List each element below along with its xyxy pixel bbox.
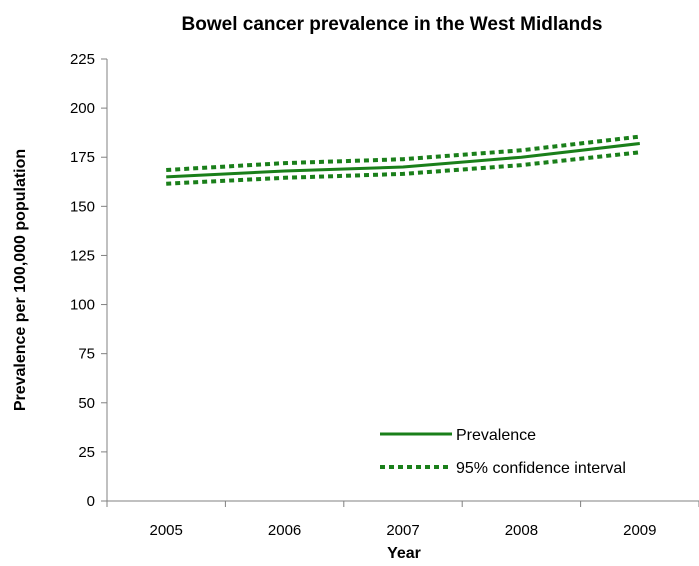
y-tick-label: 175	[70, 149, 95, 166]
y-tick-label: 100	[70, 297, 95, 314]
x-tick-label: 2005	[150, 522, 183, 539]
y-tick-label: 225	[70, 51, 95, 68]
y-axis-title: Prevalence per 100,000 population	[12, 149, 29, 411]
y-tick-label: 25	[78, 444, 95, 461]
upper-confidence-line	[166, 134, 641, 172]
x-tick-label: 2007	[386, 522, 419, 539]
y-ticks: 0 25 50 75 100 125 150 175 200 225	[70, 51, 107, 510]
x-ticks: 2005 2006 2007 2008 2009	[106, 501, 699, 539]
x-tick-label: 2008	[505, 522, 538, 539]
y-tick-label: 200	[70, 100, 95, 117]
series-lines	[166, 134, 641, 186]
legend-label-prevalence: Prevalence	[456, 427, 536, 444]
x-tick-label: 2009	[623, 522, 656, 539]
x-tick-label: 2006	[268, 522, 301, 539]
y-tick-label: 125	[70, 247, 95, 264]
legend: Prevalence 95% confidence interval	[380, 427, 626, 477]
chart-title: Bowel cancer prevalence in the West Midl…	[182, 14, 603, 35]
y-tick-label: 150	[70, 198, 95, 215]
y-tick-label: 75	[78, 346, 95, 363]
y-tick-label: 50	[78, 395, 95, 412]
prevalence-line	[166, 142, 640, 179]
lower-confidence-line	[166, 150, 641, 186]
x-axis-title: Year	[387, 545, 421, 562]
y-tick-label: 0	[87, 493, 95, 510]
legend-label-confidence-interval: 95% confidence interval	[456, 460, 626, 477]
